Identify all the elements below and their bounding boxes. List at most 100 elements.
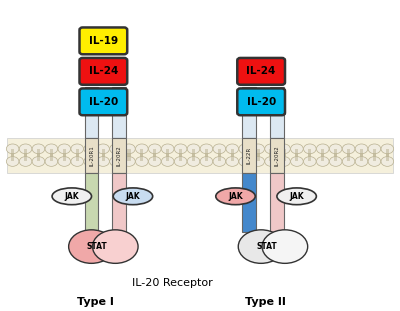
Bar — [347, 155, 350, 161]
Bar — [347, 149, 350, 156]
Bar — [114, 149, 118, 156]
Bar — [153, 155, 156, 161]
Bar — [11, 149, 14, 156]
Circle shape — [187, 156, 200, 166]
Circle shape — [342, 156, 355, 166]
Circle shape — [265, 156, 277, 166]
Bar — [270, 149, 273, 156]
Bar — [321, 149, 324, 156]
Circle shape — [355, 144, 368, 154]
Text: IL-24: IL-24 — [89, 66, 118, 76]
Bar — [153, 149, 156, 156]
Ellipse shape — [113, 188, 153, 205]
Bar — [244, 149, 247, 156]
Bar — [295, 149, 298, 156]
Bar — [334, 149, 337, 156]
Circle shape — [316, 144, 329, 154]
Circle shape — [71, 144, 84, 154]
Text: JAK: JAK — [126, 192, 140, 201]
Circle shape — [71, 156, 84, 166]
Ellipse shape — [69, 230, 114, 263]
Bar — [205, 155, 208, 161]
Text: JAK: JAK — [289, 192, 304, 201]
Circle shape — [6, 156, 19, 166]
Circle shape — [110, 156, 122, 166]
FancyBboxPatch shape — [237, 88, 285, 115]
Bar — [7, 138, 393, 173]
FancyBboxPatch shape — [80, 27, 127, 54]
Circle shape — [110, 144, 122, 154]
Circle shape — [58, 156, 71, 166]
Ellipse shape — [262, 230, 308, 263]
Bar — [270, 173, 284, 232]
Text: IL-22R: IL-22R — [247, 146, 252, 164]
Circle shape — [174, 144, 187, 154]
Circle shape — [148, 156, 161, 166]
Bar — [24, 155, 27, 161]
Bar — [386, 149, 389, 156]
Text: Type I: Type I — [77, 297, 114, 307]
FancyBboxPatch shape — [80, 88, 127, 115]
Bar — [102, 149, 105, 156]
Circle shape — [213, 144, 226, 154]
Bar — [321, 155, 324, 161]
Bar — [76, 155, 79, 161]
Circle shape — [213, 156, 226, 166]
Bar — [76, 149, 79, 156]
Bar — [112, 138, 126, 173]
Bar — [112, 87, 126, 138]
Circle shape — [290, 144, 303, 154]
Circle shape — [148, 144, 161, 154]
Bar — [50, 155, 53, 161]
Bar — [270, 138, 284, 173]
Text: JAK: JAK — [64, 192, 79, 201]
Bar — [334, 155, 337, 161]
Text: IL-20R2: IL-20R2 — [117, 145, 122, 165]
Bar — [63, 155, 66, 161]
Circle shape — [239, 156, 252, 166]
Ellipse shape — [92, 230, 138, 263]
Bar — [166, 149, 169, 156]
Circle shape — [368, 144, 381, 154]
Circle shape — [84, 156, 96, 166]
Circle shape — [123, 156, 135, 166]
Bar — [88, 155, 92, 161]
Circle shape — [342, 144, 355, 154]
Circle shape — [329, 144, 342, 154]
Circle shape — [265, 144, 277, 154]
Circle shape — [174, 156, 187, 166]
Bar — [231, 149, 234, 156]
Circle shape — [6, 144, 19, 154]
Circle shape — [252, 144, 264, 154]
Ellipse shape — [52, 188, 92, 205]
Ellipse shape — [216, 188, 255, 205]
Circle shape — [278, 144, 290, 154]
Circle shape — [329, 156, 342, 166]
Circle shape — [19, 144, 32, 154]
Bar — [205, 149, 208, 156]
Bar — [112, 173, 126, 232]
Bar — [88, 149, 92, 156]
Bar — [140, 155, 144, 161]
Bar — [242, 138, 256, 173]
Bar — [37, 155, 40, 161]
Text: IL-20 Receptor: IL-20 Receptor — [132, 278, 213, 288]
Bar — [192, 149, 195, 156]
Circle shape — [32, 144, 45, 154]
Bar — [256, 155, 260, 161]
Circle shape — [381, 144, 394, 154]
Circle shape — [187, 144, 200, 154]
Bar — [218, 155, 221, 161]
Bar — [373, 149, 376, 156]
Bar — [114, 155, 118, 161]
Circle shape — [97, 144, 110, 154]
Circle shape — [381, 156, 394, 166]
Text: STAT: STAT — [256, 242, 277, 251]
Bar — [63, 149, 66, 156]
Circle shape — [200, 156, 213, 166]
Bar — [242, 173, 256, 232]
Text: IL-19: IL-19 — [89, 36, 118, 46]
Bar — [360, 149, 363, 156]
Circle shape — [304, 144, 316, 154]
Bar — [192, 155, 195, 161]
